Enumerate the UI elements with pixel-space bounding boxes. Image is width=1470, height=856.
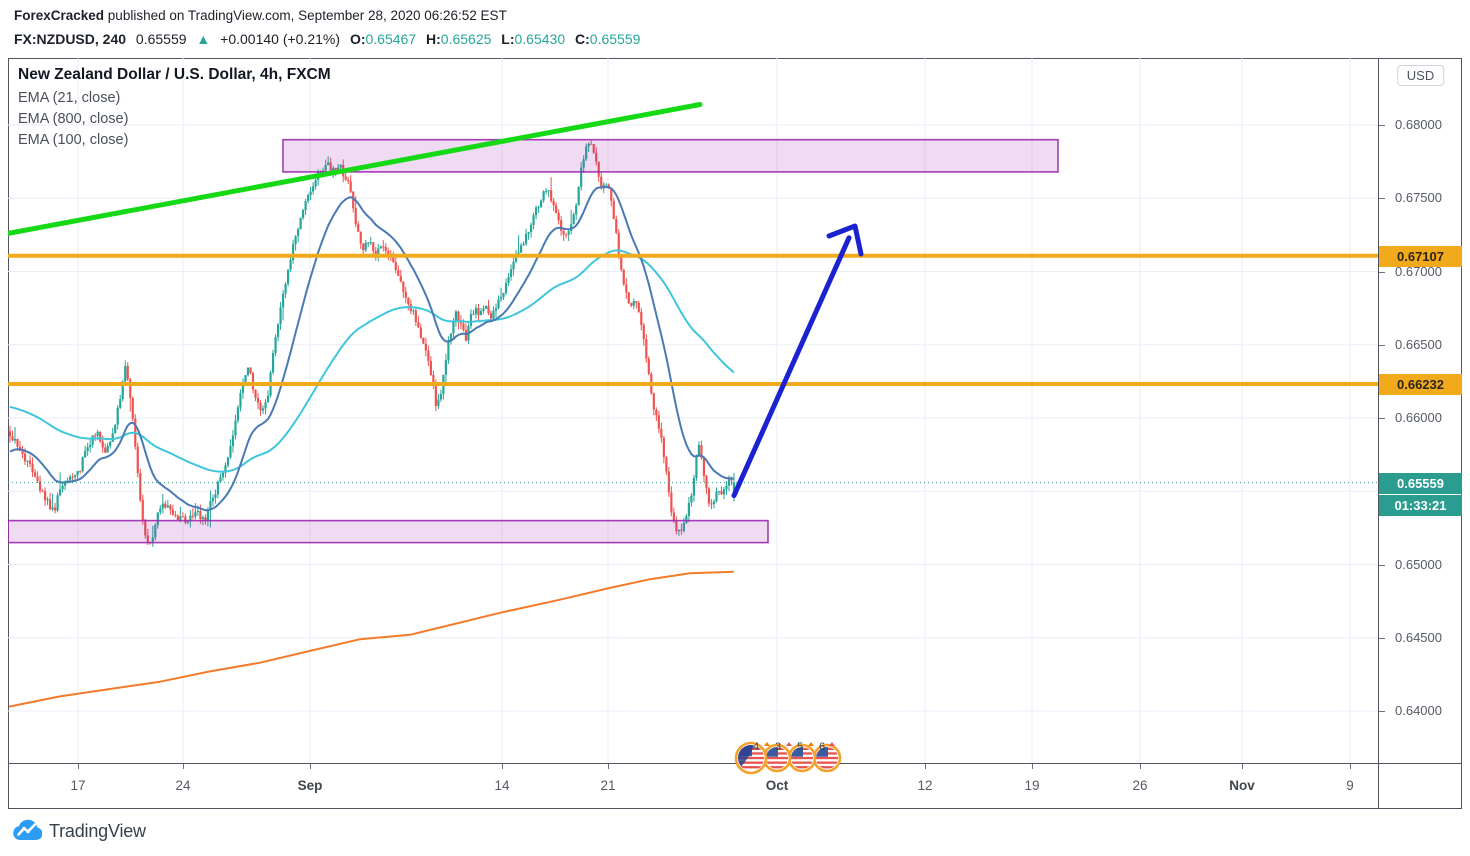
tradingview-cloud-icon bbox=[13, 819, 42, 841]
price-tick-label: 0.65000 bbox=[1395, 556, 1442, 572]
symbol-timeframe: FX:NZDUSD, 240 bbox=[14, 31, 127, 47]
time-tick-mark bbox=[1140, 764, 1141, 769]
price-tick-mark bbox=[1379, 564, 1385, 566]
close-label: C: bbox=[575, 31, 590, 47]
price-tick-label: 0.64500 bbox=[1395, 629, 1442, 645]
time-tick-label: 9 bbox=[1346, 778, 1354, 793]
open-value: 0.65467 bbox=[365, 31, 417, 47]
economic-event-markers[interactable]: 4 3 5 6 bbox=[726, 731, 846, 781]
indicator-ema800[interactable]: EMA (800, close) bbox=[18, 111, 129, 127]
bar-countdown-badge: 01:33:21 bbox=[1379, 494, 1462, 516]
high-value: 0.65625 bbox=[440, 31, 492, 47]
time-tick-mark bbox=[1242, 764, 1243, 769]
axis-divider-horizontal bbox=[8, 763, 1462, 764]
tradingview-logo[interactable]: TradingView bbox=[12, 818, 146, 844]
price-tick-label: 0.66000 bbox=[1395, 410, 1442, 425]
price-tick-label: 0.67000 bbox=[1395, 263, 1442, 279]
publisher-name: ForexCracked bbox=[14, 8, 105, 23]
time-tick-label: 12 bbox=[917, 778, 933, 793]
time-axis[interactable]: 17 24 Sep 14 21 Oct 12 19 26 Nov 9 bbox=[8, 764, 1378, 809]
time-tick-mark bbox=[502, 764, 503, 769]
low-value: 0.65430 bbox=[514, 31, 566, 47]
price-tick-label: 0.66500 bbox=[1395, 336, 1442, 352]
axis-divider-vertical bbox=[1378, 58, 1379, 809]
up-arrow-icon: ▲ bbox=[196, 31, 211, 47]
time-tick-mark bbox=[183, 764, 184, 769]
close-value: 0.65559 bbox=[589, 31, 641, 47]
chart-title: New Zealand Dollar / U.S. Dollar, 4h, FX… bbox=[18, 66, 331, 83]
chart-frame bbox=[8, 58, 1462, 809]
time-tick-mark bbox=[1350, 764, 1351, 769]
last-price: 0.65559 bbox=[135, 31, 187, 47]
time-tick-mark bbox=[310, 764, 311, 769]
time-tick-label: 24 bbox=[175, 778, 191, 793]
time-tick-label: Nov bbox=[1229, 778, 1255, 793]
resistance-price-badge: 0.67107 bbox=[1379, 245, 1462, 267]
price-axis[interactable]: USD 0.67107 0.66232 0.65559 01:33:21 0.6… bbox=[1379, 58, 1462, 763]
price-tick-label: 0.67500 bbox=[1395, 190, 1442, 206]
price-tick-mark bbox=[1379, 637, 1385, 639]
price-chart-canvas[interactable] bbox=[8, 58, 1378, 763]
time-tick-label: Oct bbox=[765, 778, 789, 793]
tradingview-logo-text: TradingView bbox=[49, 820, 146, 841]
time-tick-mark bbox=[608, 764, 609, 769]
price-tick-mark bbox=[1379, 344, 1385, 346]
price-tick-label: 0.68000 bbox=[1395, 117, 1442, 132]
currency-toggle-button[interactable]: USD bbox=[1396, 65, 1445, 86]
publish-info: published on TradingView.com, September … bbox=[104, 8, 507, 23]
svg-text:4: 4 bbox=[753, 741, 759, 753]
price-tick-mark bbox=[1379, 125, 1385, 126]
time-tick-mark bbox=[1032, 764, 1033, 769]
indicator-ema21[interactable]: EMA (21, close) bbox=[18, 90, 121, 106]
indicator-ema100[interactable]: EMA (100, close) bbox=[18, 132, 129, 148]
price-tick-mark bbox=[1379, 418, 1385, 419]
low-label: L: bbox=[501, 31, 515, 47]
publish-header: ForexCracked published on TradingView.co… bbox=[14, 8, 507, 23]
svg-text:6: 6 bbox=[819, 741, 825, 753]
chart-legend: New Zealand Dollar / U.S. Dollar, 4h, FX… bbox=[18, 66, 331, 151]
high-label: H: bbox=[426, 31, 441, 47]
last-price-badge: 0.65559 bbox=[1379, 472, 1462, 494]
price-change: +0.00140 (+0.21%) bbox=[220, 31, 341, 47]
time-tick-label: 21 bbox=[600, 778, 616, 793]
time-tick-label: Sep bbox=[297, 778, 323, 793]
time-tick-label: 17 bbox=[70, 778, 86, 793]
time-tick-label: 19 bbox=[1024, 778, 1040, 793]
time-tick-mark bbox=[925, 764, 926, 769]
price-tick-mark bbox=[1379, 198, 1385, 200]
price-tick-mark bbox=[1379, 711, 1385, 712]
support-price-badge: 0.66232 bbox=[1379, 374, 1462, 395]
symbol-header: FX:NZDUSD, 240 0.65559 ▲ +0.00140 (+0.21… bbox=[14, 31, 640, 47]
svg-text:3: 3 bbox=[775, 741, 781, 753]
price-tick-label: 0.64000 bbox=[1395, 703, 1442, 718]
time-tick-label: 26 bbox=[1132, 778, 1148, 793]
price-tick-mark bbox=[1379, 271, 1385, 273]
open-label: O: bbox=[349, 31, 366, 47]
time-tick-mark bbox=[78, 764, 79, 769]
time-tick-label: 14 bbox=[494, 778, 510, 793]
svg-text:5: 5 bbox=[797, 741, 803, 753]
